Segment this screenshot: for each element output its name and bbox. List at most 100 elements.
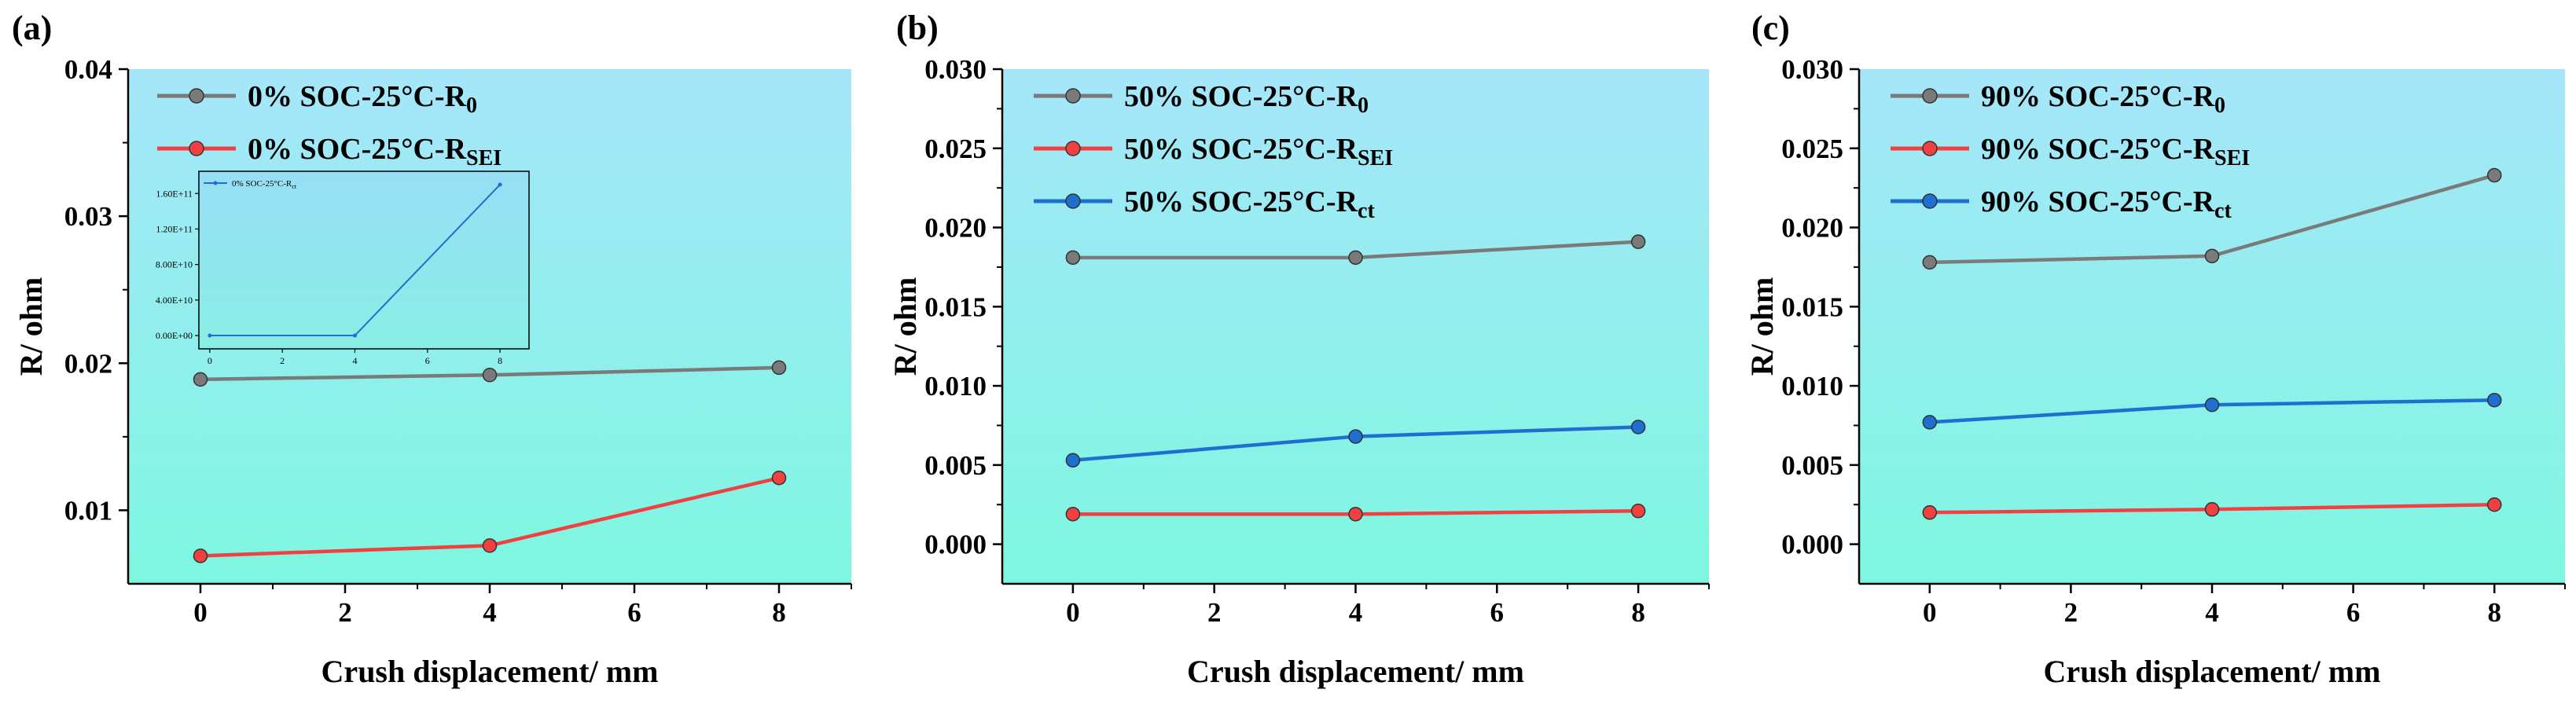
plot-area [1002,69,1709,584]
legend-label-main: 90% SOC-25°C-R [1981,133,2215,166]
x-tick-label: 4 [1349,597,1363,628]
legend-label-subscript: 0 [466,94,477,118]
legend-marker [1922,193,1938,209]
data-point [1348,250,1363,266]
data-point [2486,392,2502,408]
data-point [482,538,498,553]
legend-entry: 50% SOC-25°C-RSEI [1034,133,1393,170]
legend-label-main: 90% SOC-25°C-R [1981,185,2215,218]
y-tick-label: 0.030 [924,54,987,85]
legend-marker [1922,88,1938,104]
legend-label: 0% SOC-25°C-R0 [248,80,477,118]
x-tick-label: 8 [772,597,786,628]
series-ct [1922,392,2502,430]
data-point [1630,234,1646,249]
legend-label-main: 0% SOC-25°C-R [248,80,467,113]
y-tick-label: 0.030 [1781,54,1843,85]
legend-label-subscript: 0 [1358,94,1369,118]
data-point [1065,453,1081,468]
legend-label: 90% SOC-25°C-Rct [1981,185,2232,223]
legend-entry: 0% SOC-25°C-RSEI [157,133,502,170]
inset-data-point [352,333,357,338]
x-tick-label: 2 [1207,597,1222,628]
y-tick-label: 0.010 [924,371,987,402]
x-axis-label: Crush displacement/ mm [322,654,659,689]
legend-marker [1065,141,1081,156]
legend-marker [189,141,204,156]
x-tick-label: 6 [627,597,641,628]
legend-marker [1065,193,1081,209]
inset-x-tick-label: 4 [352,355,357,366]
legend-label: 90% SOC-25°C-RSEI [1981,133,2250,170]
x-tick-label: 4 [2205,597,2219,628]
data-point [2204,398,2220,412]
panel-label: (c) [1751,9,1790,47]
legend-label: 50% SOC-25°C-R0 [1124,80,1369,118]
legend-label-main: 50% SOC-25°C-R [1124,80,1358,113]
series-ct [1065,420,1646,468]
inset-y-tick-label: 0.00E+00 [156,330,193,341]
data-point [1922,415,1938,430]
legend-label-subscript: 0 [2214,94,2225,118]
y-tick-label: 0.015 [1781,292,1843,322]
inset-x-tick-label: 8 [498,355,502,366]
x-tick-label: 8 [1631,597,1645,628]
data-point [2204,248,2220,264]
panel-label: (a) [12,9,52,47]
x-tick-label: 6 [2346,597,2361,628]
x-axis-label: Crush displacement/ mm [2044,654,2381,689]
data-point [1922,255,1938,270]
inset-legend-label-main: 0% SOC-25°C-R [232,179,292,189]
legend-entry: 90% SOC-25°C-Rct [1891,185,2232,223]
x-tick-label: 0 [1066,597,1080,628]
data-point [1922,505,1938,520]
inset-series-ct: 0% SOC-25°C-Rct [204,179,502,338]
legend-marker [1065,88,1081,104]
y-tick-label: 0.005 [924,450,987,481]
data-point [2486,497,2502,512]
series-0 [1922,167,2502,270]
y-tick-label: 0.005 [1781,450,1843,481]
data-point [2486,167,2502,183]
data-point [193,372,208,387]
legend-marker [1922,141,1938,156]
legend-label-main: 50% SOC-25°C-R [1124,133,1358,166]
y-tick-label: 0.02 [64,348,112,379]
y-tick-label: 0.04 [64,54,112,85]
x-tick-label: 8 [2487,597,2501,628]
y-tick-label: 0.03 [64,201,112,232]
legend-entry: 50% SOC-25°C-R0 [1034,80,1369,118]
inset-x-tick-label: 0 [208,355,212,366]
inset-data-point [208,333,212,338]
legend-marker [189,88,204,104]
legend-label-subscript: ct [1358,199,1375,223]
inset-legend-marker [213,181,218,185]
y-tick-label: 0.015 [924,292,987,322]
chart-panel-1: (a) 0.01 0.02 0.03 0.04 0 2 4 6 8 Crush displaceme… [12,9,852,689]
y-tick-label: 0.020 [924,213,987,244]
legend-label: 50% SOC-25°C-Rct [1124,185,1375,223]
legend-label-subscript: SEI [1358,146,1393,170]
inset-plot-area [198,170,530,350]
chart-panel-3: (c) 0.000 0.005 0.010 0.015 0.020 0.025 0.030 0 2… [1744,9,2566,689]
series-sei [193,471,787,563]
legend-label-main: 90% SOC-25°C-R [1981,80,2215,113]
y-tick-label: 0.000 [1781,530,1843,560]
data-point [1348,507,1363,522]
data-point [1065,250,1081,266]
inset-y-tick-label: 4.00E+10 [156,295,193,306]
plot-area [1859,69,2565,584]
data-point [1348,429,1363,444]
legend-label: 0% SOC-25°C-RSEI [248,133,502,170]
y-tick-label: 0.025 [924,134,987,164]
data-point [771,360,787,376]
x-tick-label: 0 [1923,597,1937,628]
inset-x-tick-label: 2 [280,355,285,366]
x-axis-label: Crush displacement/ mm [1187,654,1524,689]
legend-label-main: 50% SOC-25°C-R [1124,185,1358,218]
chart-panel-2: (b) 0.000 0.005 0.010 0.015 0.020 0.025 0.030 0 2… [887,9,1710,689]
legend-label-subscript: SEI [466,146,502,170]
x-tick-label: 6 [1490,597,1505,628]
data-point [1630,504,1646,519]
inset-legend-label-subscript: ct [292,183,297,190]
